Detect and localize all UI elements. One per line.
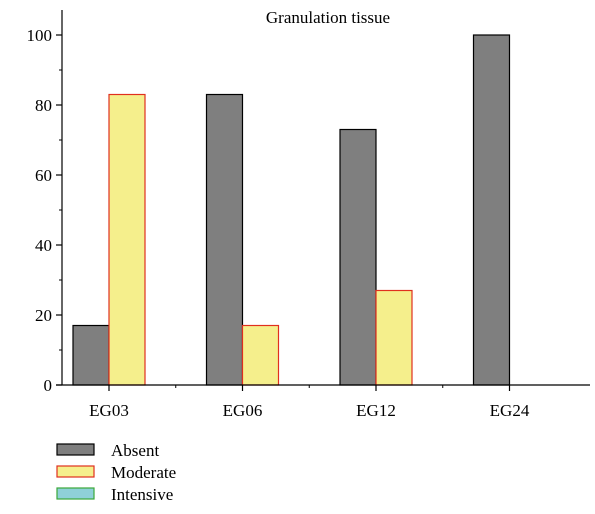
bars-group [72, 34, 511, 386]
axes-group: 0 20 40 60 80 100 EG03 EG06 EG12 EG24 [27, 10, 590, 420]
y-tick-label-40: 40 [35, 236, 52, 255]
legend-swatch-moderate [56, 465, 95, 478]
legend-label-absent: Absent [111, 441, 159, 460]
legend: Absent Moderate Intensive [56, 441, 176, 504]
legend-label-intensive: Intensive [111, 485, 173, 504]
bar-moderate-eg06 [241, 324, 280, 386]
legend-swatch-intensive [56, 487, 95, 500]
x-tick-label-eg12: EG12 [356, 401, 396, 420]
y-tick-label-80: 80 [35, 96, 52, 115]
y-tick-label-100: 100 [27, 26, 53, 45]
bar-moderate-eg03 [108, 93, 146, 386]
bar-absent-eg03 [72, 324, 110, 386]
y-tick-label-60: 60 [35, 166, 52, 185]
x-tick-label-eg24: EG24 [490, 401, 530, 420]
legend-label-moderate: Moderate [111, 463, 176, 482]
chart-title: Granulation tissue [266, 8, 390, 27]
y-tick-label-20: 20 [35, 306, 52, 325]
y-tick-label-0: 0 [44, 376, 53, 395]
x-tick-label-eg03: EG03 [89, 401, 129, 420]
bar-absent-eg06 [205, 93, 244, 386]
bar-absent-eg24 [472, 34, 511, 386]
bar-moderate-eg12 [375, 289, 413, 386]
bar-absent-eg12 [339, 128, 377, 386]
legend-swatch-absent [56, 443, 95, 456]
x-tick-label-eg06: EG06 [223, 401, 263, 420]
